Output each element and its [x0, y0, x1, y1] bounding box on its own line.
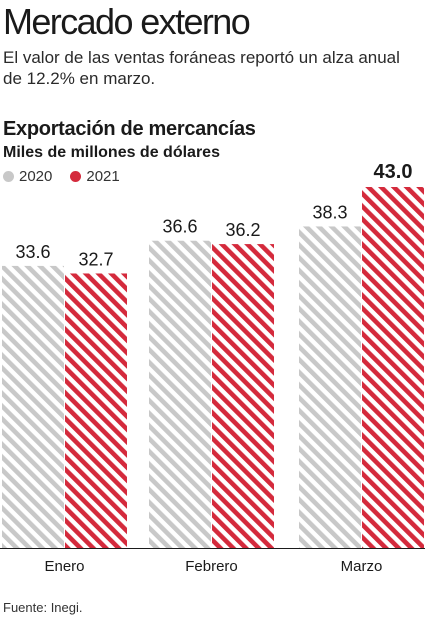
bar-marzo-2020: [299, 226, 361, 549]
legend-label-2021: 2021: [86, 167, 120, 185]
legend-item-2021: 2021: [70, 167, 120, 185]
bar-febrero-2020: [149, 240, 211, 549]
bar-enero-2021: [65, 273, 127, 548]
category-label-enero: Enero: [44, 558, 84, 575]
bars-layer: [2, 187, 424, 549]
value-label-marzo-2020: 38.3: [312, 202, 347, 222]
bar-chart: 33.6 32.7 36.6 36.2 38.3 43.0 Enero Febrero Mar…: [0, 161, 425, 575]
page-deck: El valor de las ventas foráneas reportó …: [3, 48, 400, 88]
category-label-febrero: Febrero: [185, 558, 238, 575]
value-label-febrero-2020: 36.6: [162, 217, 197, 237]
chart-title: Exportación de mercancías: [3, 118, 256, 140]
bar-febrero-2021: [212, 244, 274, 548]
legend-label-2020: 2020: [19, 167, 53, 185]
value-label-febrero-2021: 36.2: [225, 220, 260, 240]
bar-marzo-2021: [362, 187, 424, 548]
category-label-marzo: Marzo: [341, 558, 383, 575]
legend-swatch-2021: [70, 170, 82, 182]
source-note: Fuente: Inegi.: [3, 600, 83, 615]
chart-legend: 2020 2021: [3, 166, 138, 186]
value-label-enero-2020: 33.6: [15, 242, 50, 262]
value-labels-layer: 33.6 32.7 36.6 36.2 38.3 43.0: [15, 161, 412, 269]
chart-subtitle: Miles de millones de dólares: [3, 144, 220, 161]
value-label-marzo-2021: 43.0: [374, 161, 413, 183]
category-labels-layer: Enero Febrero Marzo: [44, 558, 382, 575]
bar-enero-2020: [2, 265, 64, 548]
legend-swatch-2020: [3, 170, 14, 182]
legend-item-2020: 2020: [3, 168, 52, 185]
page-title: Mercado externo: [3, 1, 251, 42]
value-label-enero-2021: 32.7: [78, 249, 113, 269]
